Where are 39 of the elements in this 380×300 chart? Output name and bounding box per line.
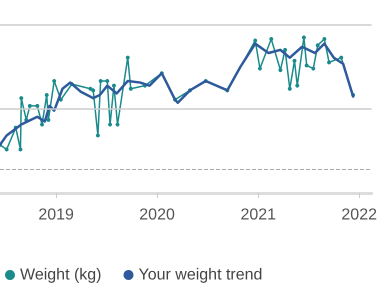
point — [128, 86, 133, 91]
point — [44, 93, 49, 97]
point — [327, 60, 332, 64]
point — [40, 122, 44, 127]
point — [316, 43, 320, 48]
point — [98, 79, 103, 83]
point — [302, 35, 306, 40]
point — [292, 58, 296, 63]
point — [4, 147, 9, 152]
x-tick-label: 2020 — [139, 206, 175, 224]
point — [19, 96, 24, 100]
point — [253, 38, 258, 43]
point — [322, 37, 326, 41]
legend-label: Your weight trend — [138, 266, 262, 284]
point — [339, 56, 344, 60]
point — [269, 37, 274, 41]
x-tick-label: 2022 — [341, 206, 378, 224]
legend-label: Weight (kg) — [20, 266, 102, 284]
point — [112, 84, 116, 88]
point — [288, 86, 292, 91]
point — [258, 66, 262, 71]
point — [278, 68, 282, 72]
point — [18, 147, 22, 152]
point — [283, 48, 288, 52]
point — [304, 63, 309, 68]
point — [126, 56, 130, 60]
point — [105, 79, 110, 83]
point — [52, 79, 56, 83]
x-tick-label: 2019 — [38, 206, 74, 224]
point — [108, 122, 112, 127]
point — [28, 104, 32, 108]
point — [96, 133, 100, 138]
point — [46, 118, 50, 122]
point — [116, 122, 120, 127]
point — [35, 104, 40, 108]
point — [295, 84, 300, 88]
point — [91, 88, 96, 92]
x-tick-label: 2021 — [240, 206, 276, 224]
point — [311, 66, 316, 71]
